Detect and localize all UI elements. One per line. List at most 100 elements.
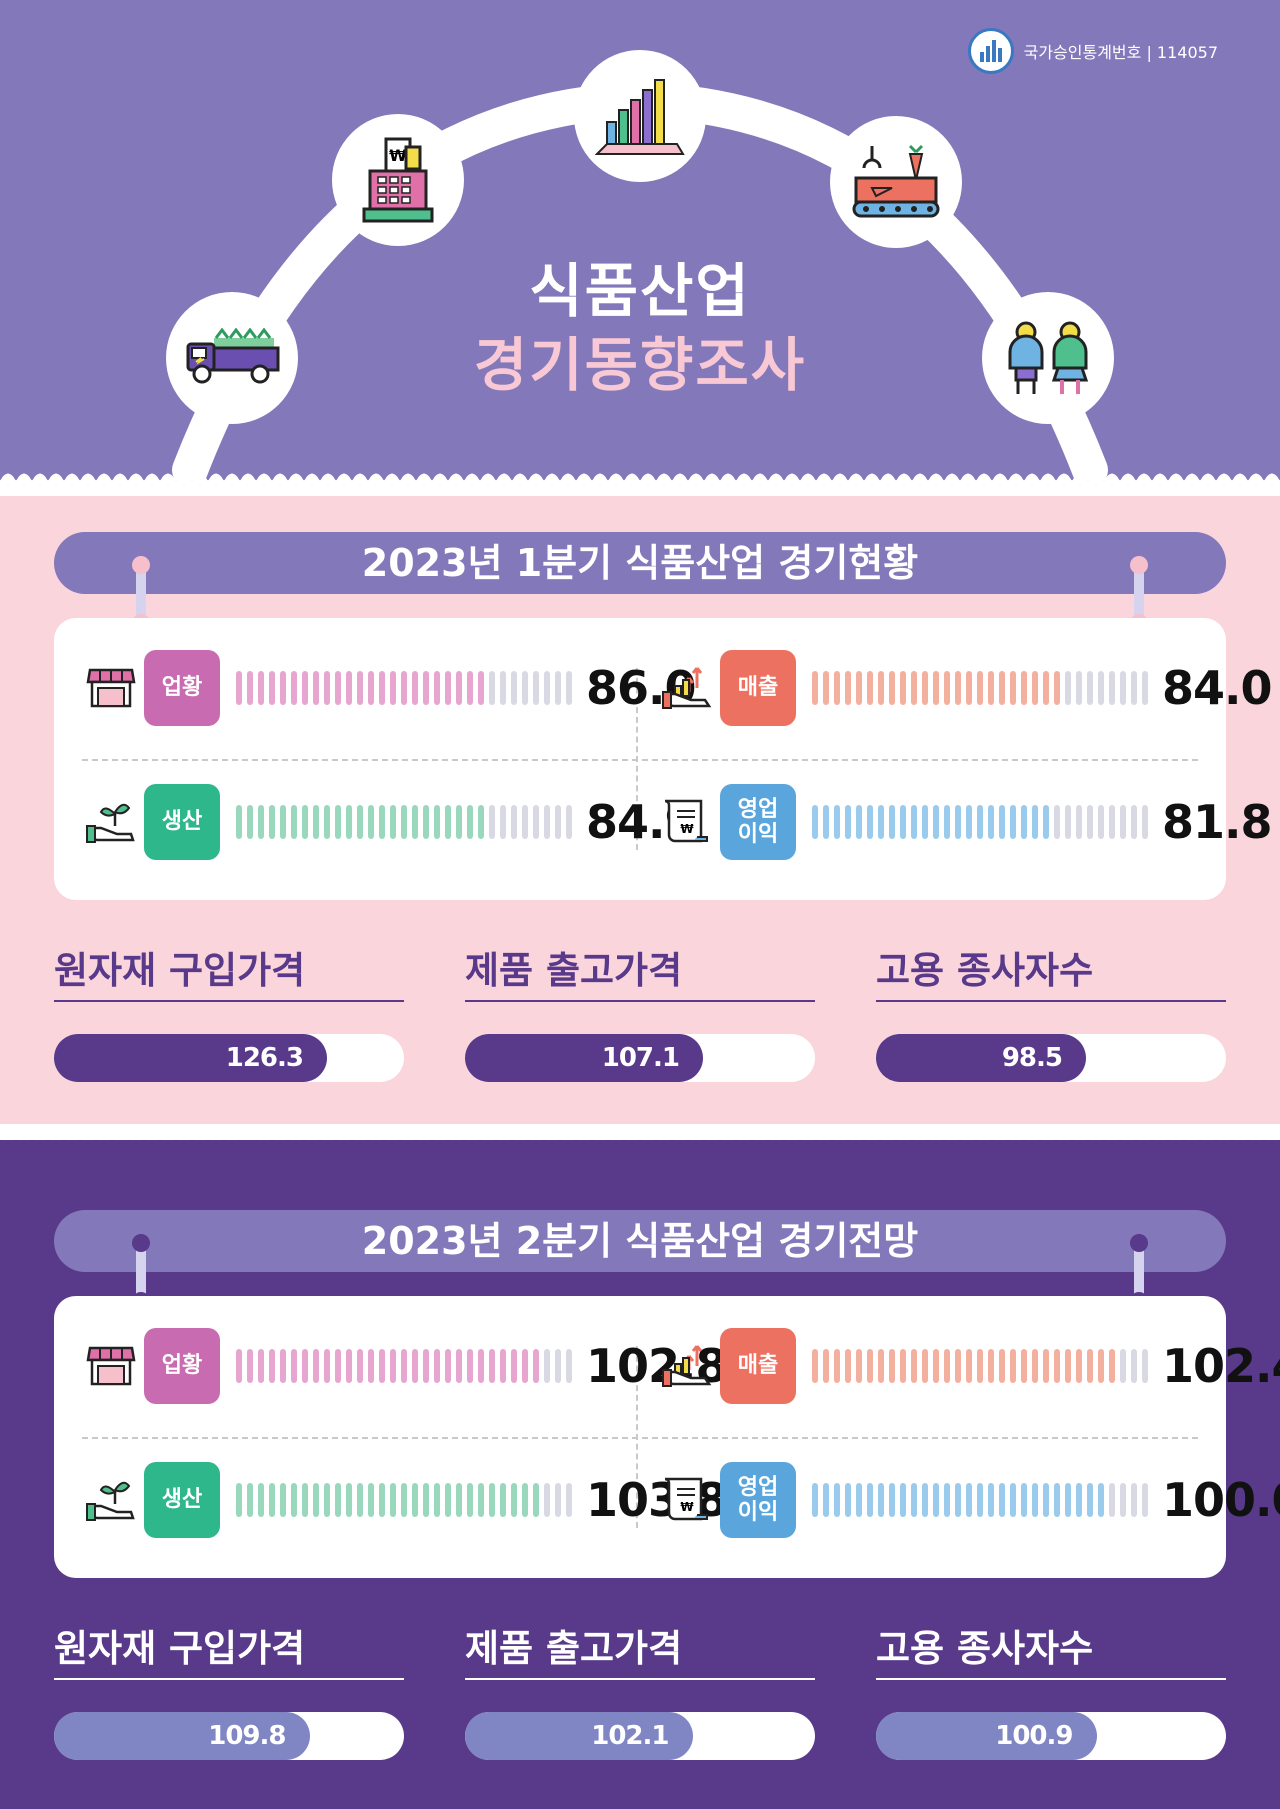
stat-block: 고용 종사자수 98.5 [876, 940, 1226, 1082]
metric-value: 100.0 [1162, 1473, 1280, 1527]
bar-tick [867, 805, 873, 839]
bar-tick [467, 671, 473, 705]
bar-tick [812, 1349, 818, 1383]
bar-tick [966, 1483, 972, 1517]
stat-title: 고용 종사자수 [876, 940, 1226, 1002]
page-title: 식품산업 [529, 257, 751, 325]
metric-label: 매출 [720, 650, 796, 726]
metric-value: 84.0 [1162, 661, 1272, 715]
bar-tick [401, 1483, 407, 1517]
bar-tick [434, 805, 440, 839]
bar-tick [1120, 805, 1126, 839]
bar-tick [823, 1483, 829, 1517]
bar-tick [467, 805, 473, 839]
bar-tick [933, 1483, 939, 1517]
bar-tick [500, 805, 506, 839]
sprout-hand-icon [84, 1473, 138, 1527]
bar-tick [922, 1483, 928, 1517]
bar-tick [236, 805, 242, 839]
bar-tick [999, 805, 1005, 839]
bar-tick [1120, 671, 1126, 705]
stat-block: 원자재 구입가격 109.8 [54, 1618, 404, 1760]
stat-track: 102.1 [465, 1712, 815, 1760]
metric-label: 생산 [144, 1462, 220, 1538]
bar-tick [1010, 671, 1016, 705]
card-divider-horizontal [82, 759, 1198, 761]
card-divider-vertical [636, 668, 638, 850]
bar-tick [1065, 805, 1071, 839]
bar-tick [1142, 1349, 1148, 1383]
stat-track: 98.5 [876, 1034, 1226, 1082]
bar-tick [401, 805, 407, 839]
bar-tick [812, 1483, 818, 1517]
metric-level-bar [812, 805, 1148, 839]
bar-tick [346, 805, 352, 839]
bar-tick [511, 671, 517, 705]
bar-tick [1032, 671, 1038, 705]
bar-tick [845, 671, 851, 705]
bar-tick [955, 671, 961, 705]
bar-tick [357, 805, 363, 839]
bar-tick [999, 1483, 1005, 1517]
bar-tick [889, 805, 895, 839]
bar-tick [1065, 1349, 1071, 1383]
bar-tick [434, 1349, 440, 1383]
bar-tick [445, 671, 451, 705]
bar-tick [258, 805, 264, 839]
bar-tick [1087, 671, 1093, 705]
stat-title: 원자재 구입가격 [54, 1618, 404, 1680]
bar-tick [324, 671, 330, 705]
bar-tick [423, 1349, 429, 1383]
bar-tick [269, 1483, 275, 1517]
bar-tick [977, 1483, 983, 1517]
bar-tick [500, 671, 506, 705]
bar-tick [379, 1483, 385, 1517]
current-quarter-section: 2023년 1분기 식품산업 경기현황 업황 86.0 매출 84.0 생산 84.9 ₩ 영… [0, 473, 1280, 1147]
page-subtitle: 경기동향조사 [473, 331, 807, 399]
bar-tick [313, 1483, 319, 1517]
bar-tick [390, 805, 396, 839]
metric-store: 업황 102.8 [84, 1328, 728, 1404]
statistics-number: 국가승인통계번호 | 114057 [1023, 43, 1218, 62]
bar-tick [856, 1349, 862, 1383]
stat-title: 원자재 구입가격 [54, 940, 404, 1002]
bar-tick [566, 805, 572, 839]
bar-tick [955, 805, 961, 839]
bar-tick [566, 1483, 572, 1517]
bar-tick [412, 1349, 418, 1383]
bar-tick [1087, 805, 1093, 839]
bar-tick [878, 671, 884, 705]
bar-tick [1109, 1483, 1115, 1517]
bar-tick [966, 1349, 972, 1383]
bar-tick [1109, 805, 1115, 839]
bar-tick [867, 1483, 873, 1517]
svg-text:₩: ₩ [680, 1500, 694, 1514]
bar-tick [489, 671, 495, 705]
bar-tick [489, 1349, 495, 1383]
bar-tick [845, 805, 851, 839]
bar-tick [812, 805, 818, 839]
bar-tick [522, 671, 528, 705]
bar-tick [1032, 1483, 1038, 1517]
card-divider-vertical [636, 1346, 638, 1528]
bar-tick [236, 1349, 242, 1383]
bar-tick [412, 671, 418, 705]
bar-tick [544, 1349, 550, 1383]
bar-tick [357, 671, 363, 705]
bar-tick [401, 671, 407, 705]
bar-tick [368, 805, 374, 839]
cash-register-icon: ₩ [332, 114, 464, 246]
stat-value-bar: 98.5 [876, 1034, 1086, 1082]
bar-tick [390, 1349, 396, 1383]
bar-tick [1010, 1483, 1016, 1517]
stat-title: 고용 종사자수 [876, 1618, 1226, 1680]
bar-tick [977, 805, 983, 839]
forecast-heading: 2023년 2분기 식품산업 경기전망 [54, 1210, 1226, 1272]
bar-tick [368, 1483, 374, 1517]
bar-tick [379, 671, 385, 705]
bar-tick [269, 1349, 275, 1383]
bar-tick [1087, 1349, 1093, 1383]
delivery-truck-icon [166, 292, 298, 424]
sales-hand-icon [660, 661, 714, 715]
